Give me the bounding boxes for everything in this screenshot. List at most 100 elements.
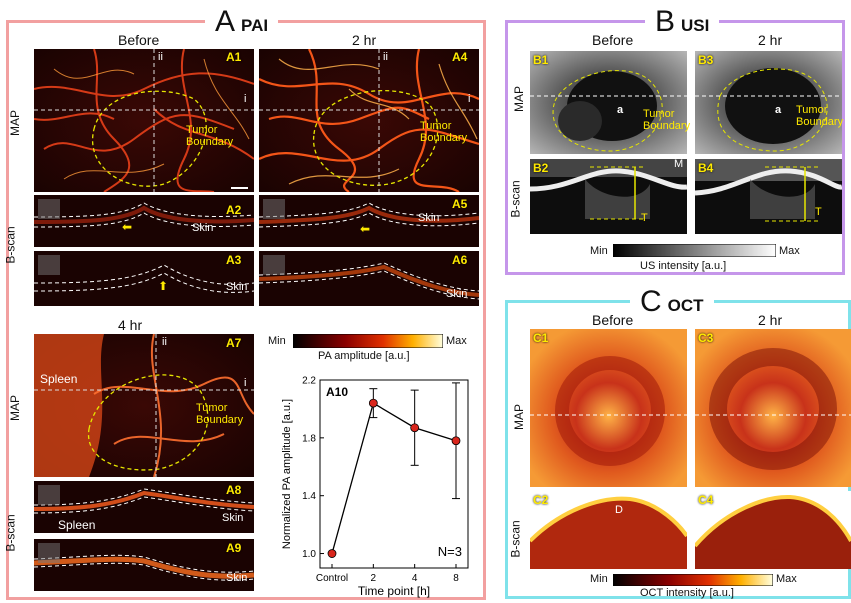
panel-label-a9: A9 [226, 541, 242, 555]
pa-colorbar-max: Max [446, 335, 467, 347]
row-label-map-b: MAP [512, 85, 527, 113]
pa-bscan-a5 [259, 195, 479, 247]
panel-label-a5: A5 [452, 197, 468, 211]
x-tick-label: 2 [371, 573, 377, 584]
section-b-letter: B [655, 5, 676, 38]
section-b-name: USI [681, 16, 710, 35]
x-axis-label: Time point [h] [358, 584, 430, 598]
section-c-letter: C [640, 285, 662, 318]
chart-a10-svg: 1.0 1.4 1.8 2.2 Control 2 4 8 A10 N=3 Time point [… [281, 376, 469, 598]
pa-bscan-a9 [34, 539, 254, 591]
row-label-bscan-b: B-scan [508, 180, 523, 218]
label-a-b1: a [617, 104, 624, 116]
pa-map-a7 [34, 334, 254, 477]
panel-label-a1: A1 [226, 50, 242, 64]
tumor-boundary-a7: Tumor Boundary [196, 402, 243, 426]
pa-colorbar-title: PA amplitude [a.u.] [318, 350, 410, 362]
panel-label-b3: B3 [698, 53, 714, 67]
chart-panel-label: A10 [326, 385, 348, 399]
arrow-icon-a5: ⬅ [360, 222, 371, 236]
row-label-map-a7: MAP [8, 394, 23, 422]
label-m-b2: M [674, 158, 684, 170]
oct-colorbar-title: OCT intensity [a.u.] [640, 587, 734, 599]
tumor-line1-a4: Tumor [420, 120, 452, 132]
oct-colorbar [612, 573, 774, 587]
marker-i-a1: i [244, 93, 247, 105]
oct-colorbar-max: Max [776, 573, 797, 585]
chart-frame [319, 379, 469, 569]
marker-i-a4: i [468, 93, 471, 105]
col-title-before: Before [118, 32, 160, 48]
spleen-label-a8: Spleen [58, 518, 96, 532]
pa-bscan-a8 [34, 481, 254, 533]
pa-map-a1 [34, 49, 254, 192]
pa-bscan-a3 [34, 251, 254, 306]
pa-colorbar [292, 333, 444, 349]
tumor-boundary-b1: Tumor Boundary [643, 108, 690, 132]
y-tick-label: 1.0 [302, 549, 316, 560]
us-map-b3 [695, 51, 842, 154]
row-label-bscan-a8: B-scan [3, 514, 18, 552]
data-point [410, 423, 420, 433]
label-t-b4: T [815, 206, 822, 218]
tumor-boundary-a1: Tumor Boundary [186, 124, 233, 148]
oct-bscan-c2 [530, 491, 687, 569]
panel-label-c2: C2 [533, 493, 549, 507]
panel-label-a8: A8 [226, 483, 242, 497]
oct-map-c1 [530, 329, 687, 487]
panel-label-b2: B2 [533, 161, 549, 175]
oct-map-c3 [695, 329, 851, 487]
data-point [451, 436, 461, 446]
x-tick-label: 4 [412, 573, 418, 584]
section-a-title: A PAI [205, 5, 279, 39]
col-title-2hr-b: 2 hr [758, 32, 783, 48]
section-a-name: PAI [241, 16, 269, 35]
row-label-map-a: MAP [8, 109, 23, 137]
col-title-4hr: 4 hr [118, 317, 143, 333]
tumor-line1-a7: Tumor [196, 402, 228, 414]
us-colorbar-max: Max [779, 245, 800, 257]
tumor-boundary-a4: Tumor Boundary [420, 120, 467, 144]
arrow-icon-a2: ⬅ [122, 220, 133, 234]
label-ed-c2: ED [657, 497, 673, 509]
chart-a10: 1.0 1.4 1.8 2.2 Control 2 4 8 A10 N=3 Time point [… [256, 366, 482, 598]
tumor-line1-a1: Tumor [186, 124, 218, 136]
us-map-b1 [530, 51, 687, 154]
col-title-2hr-c: 2 hr [758, 312, 783, 328]
x-tick-label: 8 [453, 573, 459, 584]
skin-label-a9: Skin [226, 572, 248, 584]
section-c-title: C OCT [630, 285, 714, 319]
y-tick-label: 1.8 [302, 433, 316, 444]
tumor-line2-a7: Boundary [196, 414, 244, 426]
marker-ii-a4: ii [383, 51, 388, 63]
pa-map-a4 [259, 49, 479, 192]
us-colorbar [612, 243, 777, 258]
panel-label-a6: A6 [452, 253, 468, 267]
tumor-line1-b1: Tumor [643, 108, 675, 120]
x-tick-label: Control [316, 573, 348, 584]
marker-ii-a1: ii [158, 51, 163, 63]
label-d-c2: D [615, 504, 623, 516]
panel-label-c1: C1 [533, 331, 549, 345]
spleen-label-a7: Spleen [40, 372, 78, 386]
panel-label-a4: A4 [452, 50, 468, 64]
skin-label-a3: Skin [226, 281, 248, 293]
col-title-2hr: 2 hr [352, 32, 377, 48]
panel-label-c3: C3 [698, 331, 714, 345]
tumor-line2-a1: Boundary [186, 136, 234, 148]
col-title-before-c: Before [592, 312, 634, 328]
pa-bscan-a2 [34, 195, 254, 247]
row-label-bscan-c: B-scan [508, 520, 523, 558]
row-label-bscan-a: B-scan [3, 226, 18, 264]
y-tick-label: 2.2 [302, 376, 316, 387]
y-axis-label: Normalized PA amplitude [a.u.] [281, 399, 293, 549]
us-bscan-b2 [530, 159, 687, 234]
panel-label-c4: C4 [698, 493, 714, 507]
pa-colorbar-min: Min [268, 335, 286, 347]
chart-annotation: N=3 [438, 544, 462, 559]
section-b-title: B USI [645, 5, 720, 39]
section-c-name: OCT [667, 296, 704, 315]
y-tick-label: 1.4 [302, 491, 316, 502]
us-bscan-b4 [695, 159, 842, 234]
tumor-line1-b3: Tumor [796, 104, 828, 116]
